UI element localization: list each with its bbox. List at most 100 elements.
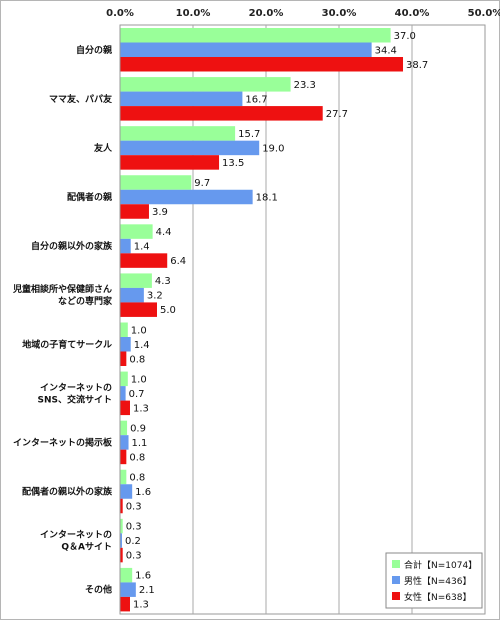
- bar: [120, 371, 128, 387]
- data-label: 16.7: [245, 94, 267, 105]
- x-tick-label: 10.0%: [176, 8, 211, 19]
- data-label: 37.0: [394, 31, 416, 42]
- bar: [120, 596, 130, 612]
- data-label: 15.7: [238, 129, 260, 140]
- x-tick-label: 0.0%: [106, 8, 134, 19]
- data-label: 1.0: [131, 374, 147, 385]
- legend-label: 合計【N=1074】: [404, 559, 477, 571]
- data-label: 1.4: [134, 242, 150, 253]
- data-label: 23.3: [294, 80, 316, 91]
- bar: [120, 484, 133, 499]
- data-label: 0.8: [129, 354, 145, 365]
- bar: [120, 77, 291, 92]
- data-label: 1.1: [132, 438, 148, 449]
- bar: [120, 42, 372, 57]
- data-label: 0.3: [126, 551, 142, 562]
- data-label: 34.4: [375, 45, 397, 56]
- bar: [120, 469, 127, 485]
- data-label: 4.4: [156, 227, 172, 238]
- bar: [120, 91, 243, 107]
- data-label: 1.3: [133, 600, 149, 611]
- bar: [120, 322, 128, 337]
- data-label: 1.0: [131, 325, 147, 336]
- bar: [120, 57, 404, 72]
- bar: [120, 400, 130, 416]
- legend-label: 男性【N=436】: [404, 575, 471, 587]
- data-label: 0.3: [126, 522, 142, 533]
- bar: [120, 386, 126, 401]
- bar: [120, 420, 128, 436]
- data-label: 4.3: [155, 276, 171, 287]
- bar: [120, 253, 168, 268]
- bar: [120, 175, 192, 190]
- data-label: 19.0: [262, 143, 284, 154]
- category-label: SNS、交流サイト: [38, 393, 113, 405]
- data-label: 1.3: [133, 403, 149, 414]
- data-label: 27.7: [326, 109, 348, 120]
- x-tick-label: 30.0%: [322, 8, 357, 19]
- bar: [120, 337, 131, 352]
- category-label: その他: [85, 584, 112, 596]
- bar: [120, 273, 152, 288]
- data-label: 38.7: [406, 60, 428, 71]
- bar: [120, 287, 144, 303]
- bar: [120, 435, 129, 450]
- bar: [120, 204, 149, 219]
- bar: [120, 547, 123, 563]
- category-label: 地域の子育てサークル: [22, 338, 112, 350]
- data-label: 2.1: [139, 585, 155, 596]
- bar: [120, 533, 122, 548]
- category-label: などの専門家: [58, 295, 113, 307]
- bar: [120, 140, 260, 156]
- category-label: インターネットの掲示板: [13, 436, 113, 448]
- bar: [120, 238, 131, 254]
- data-label: 18.1: [256, 193, 278, 204]
- data-label: 3.9: [152, 207, 168, 218]
- category-label: 自分の親: [76, 44, 112, 56]
- bar: [120, 126, 236, 141]
- data-label: 0.9: [130, 423, 146, 434]
- category-label: 配偶者の親: [67, 191, 112, 203]
- data-label: 0.8: [129, 452, 145, 463]
- data-label: 0.8: [129, 473, 145, 484]
- data-label: 3.2: [147, 291, 163, 302]
- bar: [120, 189, 253, 205]
- x-tick-label: 40.0%: [395, 8, 430, 19]
- data-label: 0.3: [126, 502, 142, 513]
- x-tick-label: 50.0%: [468, 8, 500, 19]
- bar: [120, 518, 123, 534]
- legend-swatch: [392, 560, 400, 568]
- data-label: 13.5: [222, 158, 244, 169]
- bar: [120, 567, 133, 583]
- category-label: 児童相談所や保健師さん: [12, 283, 112, 295]
- bar: [120, 106, 323, 121]
- bar: [120, 224, 153, 239]
- legend-box: [385, 552, 483, 609]
- legend-label: 女性【N=638】: [404, 591, 471, 603]
- data-label: 6.4: [170, 256, 186, 267]
- data-label: 1.6: [135, 487, 151, 498]
- category-label: 配偶者の親以外の家族: [22, 486, 113, 498]
- category-label: インターネットの: [40, 529, 112, 541]
- data-label: 0.7: [129, 389, 145, 400]
- bar: [120, 302, 157, 317]
- bar: [120, 449, 127, 465]
- category-label: 自分の親以外の家族: [31, 240, 113, 252]
- bar: [120, 155, 220, 170]
- category-label: Q＆Aサイト: [61, 542, 112, 553]
- data-label: 0.2: [125, 536, 141, 547]
- bar: [120, 498, 123, 514]
- legend-swatch: [392, 576, 400, 584]
- data-label: 9.7: [194, 178, 210, 189]
- plot-area-frame: [119, 24, 486, 615]
- data-label: 5.0: [160, 305, 176, 316]
- bar: [120, 351, 127, 366]
- bar: [120, 582, 136, 597]
- bar: [120, 28, 391, 43]
- data-label: 1.6: [135, 571, 151, 582]
- legend-swatch: [392, 592, 400, 600]
- data-label: 1.4: [134, 340, 150, 351]
- x-tick-label: 20.0%: [249, 8, 284, 19]
